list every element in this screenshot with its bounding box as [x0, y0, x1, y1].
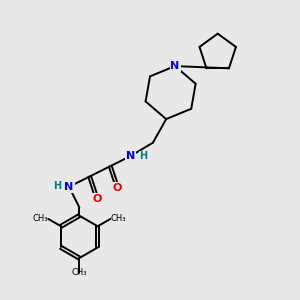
- Text: N: N: [170, 61, 180, 71]
- Text: H: H: [139, 152, 147, 161]
- Text: CH₃: CH₃: [110, 214, 126, 224]
- Text: H: H: [53, 181, 61, 191]
- Text: O: O: [113, 183, 122, 193]
- Text: CH₃: CH₃: [72, 268, 87, 277]
- Text: O: O: [92, 194, 102, 204]
- Text: N: N: [64, 182, 74, 192]
- Text: CH₃: CH₃: [33, 214, 48, 224]
- Text: N: N: [126, 151, 136, 161]
